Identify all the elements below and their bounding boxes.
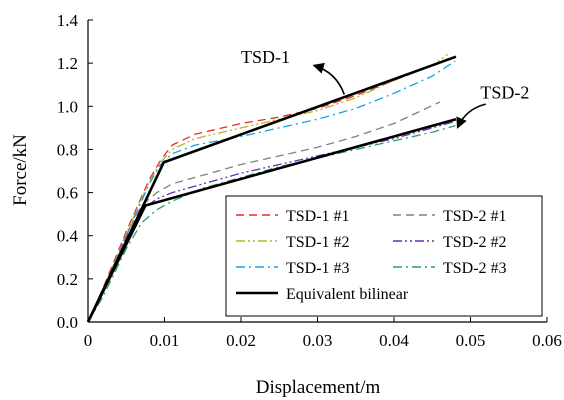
x-tick-label: 0.05: [456, 331, 486, 350]
x-tick-label: 0.02: [226, 331, 256, 350]
legend-box: [225, 195, 543, 317]
y-tick-label: 0.6: [57, 184, 78, 203]
annotation-label-tsd-2: TSD-2: [480, 83, 529, 103]
legend-label: TSD-1 #2: [286, 234, 350, 251]
legend-label: TSD-2 #1: [443, 208, 507, 225]
legend-label: TSD-1 #3: [286, 260, 350, 277]
x-tick-label: 0.04: [379, 331, 409, 350]
series-line-tsd-1-3: [87, 60, 456, 323]
axes: 0 0.01 0.02 0.03 0.04 0.05 0.06 0.0 0.2 0.4 0.6 0.8…: [57, 11, 562, 350]
legend-label: TSD-1 #1: [286, 208, 350, 225]
annotation-arrow-tsd-1: [312, 62, 346, 95]
x-tick-label: 0: [84, 331, 93, 350]
y-axis-label: Force/kN: [10, 134, 31, 206]
x-axis-label: Displacement/m: [256, 377, 381, 398]
annotation-layer: TSD-1 TSD-2: [241, 47, 529, 129]
x-tick-label: 0.06: [532, 331, 562, 350]
y-tick-label: 0.4: [57, 227, 79, 246]
legend-label: TSD-2 #3: [443, 260, 507, 277]
legend: TSD-1 #1 TSD-2 #1 TSD-1 #2 TSD-2 #2 TSD-1 #3…: [225, 195, 543, 317]
x-tick-label: 0.01: [150, 331, 180, 350]
annotation-arrow-tsd-2: [456, 103, 486, 129]
legend-label: Equivalent bilinear: [286, 286, 409, 303]
series-line-tsd-2-1: [87, 101, 441, 323]
y-tick-label: 1.4: [57, 11, 79, 30]
y-tick-label: 0.2: [57, 270, 78, 289]
series-layer: [86, 53, 457, 323]
annotation-label-tsd-1: TSD-1: [241, 47, 290, 67]
y-tick-label: 0.0: [57, 313, 78, 332]
series-line-tsd-2-2: [87, 120, 456, 323]
x-tick-label: 0.03: [303, 331, 333, 350]
y-tick-label: 0.8: [57, 140, 78, 159]
y-tick-label: 1.0: [57, 97, 78, 116]
y-tick-label: 1.2: [57, 54, 78, 73]
series-line-tsd-1-2: [87, 53, 448, 323]
legend-label: TSD-2 #2: [443, 234, 507, 251]
series-line-bilinear-tsd-2: [86, 117, 457, 323]
